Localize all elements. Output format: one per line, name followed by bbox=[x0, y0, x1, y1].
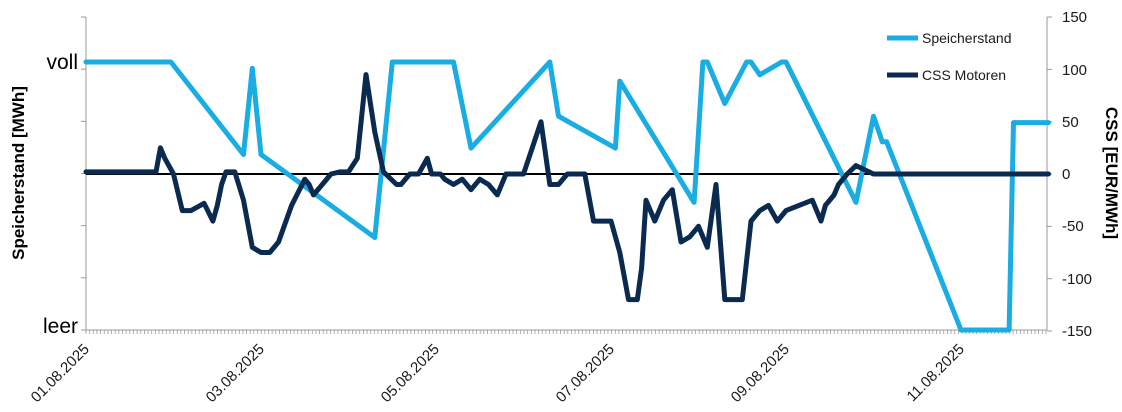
series-speicherstand bbox=[83, 59, 1051, 333]
x-tick-label: 07.08.2025 bbox=[553, 341, 618, 406]
right-axis-ticks: 150 100 50 0 -50 -100 -150 bbox=[1062, 9, 1092, 340]
right-axis-title: CSS [EUR/MWh] bbox=[1102, 107, 1121, 239]
right-tick-label: 150 bbox=[1062, 9, 1087, 26]
left-axis-title: Speicherstand [MWh] bbox=[9, 86, 28, 260]
x-tick-label: 03.08.2025 bbox=[203, 341, 268, 406]
x-tick-label: 11.08.2025 bbox=[904, 341, 968, 405]
legend: Speicherstand CSS Motoren bbox=[887, 30, 1012, 83]
right-tick-label: 50 bbox=[1062, 114, 1079, 131]
series-css-motoren bbox=[83, 72, 1051, 303]
x-tick-label: 01.08.2025 bbox=[28, 341, 93, 406]
series-layer bbox=[83, 59, 1051, 333]
legend-label-css-motoren: CSS Motoren bbox=[922, 67, 1006, 83]
left-category-label-voll: voll bbox=[46, 51, 78, 74]
right-tick-label: -50 bbox=[1062, 218, 1084, 235]
left-category-label-leer: leer bbox=[43, 315, 78, 338]
right-tick-label: -150 bbox=[1062, 323, 1092, 340]
right-tick-label: 100 bbox=[1062, 62, 1087, 79]
x-tick-label: 05.08.2025 bbox=[378, 341, 443, 406]
right-tick-label: 0 bbox=[1062, 166, 1070, 183]
x-tick-label: 09.08.2025 bbox=[728, 341, 793, 406]
legend-label-speicherstand: Speicherstand bbox=[922, 30, 1012, 46]
axes bbox=[81, 16, 1052, 334]
right-tick-label: -100 bbox=[1062, 271, 1092, 288]
x-axis-ticks: 01.08.2025 03.08.2025 05.08.2025 07.08.2… bbox=[28, 341, 968, 406]
